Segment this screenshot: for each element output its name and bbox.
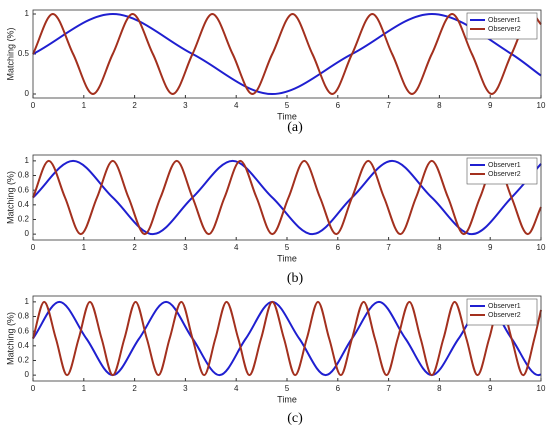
x-tick-label: 0	[31, 243, 36, 252]
y-tick-label: 0.2	[18, 356, 30, 365]
series-line	[32, 12, 542, 96]
y-tick-label: 0.6	[18, 326, 30, 335]
x-tick-label: 2	[132, 101, 137, 110]
x-tick-label: 8	[437, 243, 442, 252]
x-tick-label: 6	[336, 101, 341, 110]
x-tick-label: 5	[285, 384, 290, 393]
legend-label: Observer1	[488, 17, 521, 24]
plot-area	[33, 155, 541, 240]
y-tick-label: 0.6	[18, 185, 30, 194]
x-axis-title: Time	[277, 111, 297, 121]
x-tick-label: 8	[437, 101, 442, 110]
y-tick-label: 0	[25, 89, 30, 98]
x-tick-label: 5	[285, 101, 290, 110]
legend-box	[466, 298, 538, 326]
y-tick-label: 0.4	[18, 341, 30, 350]
legend-label: Observer1	[488, 303, 521, 310]
legend-box	[466, 157, 538, 185]
y-tick-label: 0.8	[18, 171, 30, 180]
legend-label: Observer1	[488, 162, 521, 169]
x-tick-label: 7	[386, 384, 391, 393]
x-tick-label: 3	[183, 101, 188, 110]
x-tick-label: 10	[537, 384, 546, 393]
x-tick-label: 1	[82, 101, 87, 110]
series-line	[32, 12, 542, 96]
y-axis-title: Matching (%)	[5, 27, 15, 80]
x-tick-label: 9	[488, 243, 493, 252]
x-tick-label: 1	[82, 243, 87, 252]
plot-area	[33, 10, 541, 98]
x-tick-label: 6	[336, 243, 341, 252]
caption: (c)	[287, 411, 303, 426]
y-tick-label: 0.4	[18, 200, 30, 209]
x-tick-label: 6	[336, 384, 341, 393]
x-tick-label: 10	[537, 101, 546, 110]
y-tick-label: 0	[25, 370, 30, 379]
plot-frame	[32, 295, 542, 382]
x-axis-title: Time	[277, 253, 297, 263]
caption: (a)	[287, 120, 303, 135]
plot-frame	[32, 154, 542, 241]
x-tick-label: 10	[537, 243, 546, 252]
series-line	[32, 159, 542, 236]
x-tick-label: 3	[183, 243, 188, 252]
series-line	[32, 300, 542, 377]
x-tick-label: 1	[82, 384, 87, 393]
legend-box	[466, 12, 538, 40]
x-tick-label: 2	[132, 384, 137, 393]
legend-label: Observer2	[488, 171, 521, 178]
plot-frame	[32, 9, 542, 99]
series-line	[32, 159, 542, 236]
legend-label: Observer2	[488, 26, 521, 33]
x-tick-label: 7	[386, 243, 391, 252]
legend-label: Observer2	[488, 312, 521, 319]
x-tick-label: 0	[31, 384, 36, 393]
x-tick-label: 4	[234, 243, 239, 252]
x-tick-label: 5	[285, 243, 290, 252]
x-tick-label: 0	[31, 101, 36, 110]
y-tick-label: 0.2	[18, 215, 30, 224]
x-tick-label: 4	[234, 101, 239, 110]
y-tick-label: 1	[25, 297, 30, 306]
x-tick-label: 2	[132, 243, 137, 252]
x-tick-label: 8	[437, 384, 442, 393]
x-tick-label: 9	[488, 101, 493, 110]
y-tick-label: 0	[25, 229, 30, 238]
x-axis-title: Time	[277, 394, 297, 404]
y-axis-title: Matching (%)	[5, 171, 15, 224]
x-tick-label: 4	[234, 384, 239, 393]
x-tick-label: 9	[488, 384, 493, 393]
x-tick-label: 7	[386, 101, 391, 110]
x-tick-label: 3	[183, 384, 188, 393]
y-axis-title: Matching (%)	[5, 312, 15, 365]
y-tick-label: 0.5	[18, 49, 30, 58]
y-tick-label: 0.8	[18, 312, 30, 321]
caption: (b)	[287, 271, 304, 286]
y-tick-label: 1	[25, 9, 30, 18]
y-tick-label: 1	[25, 156, 30, 165]
